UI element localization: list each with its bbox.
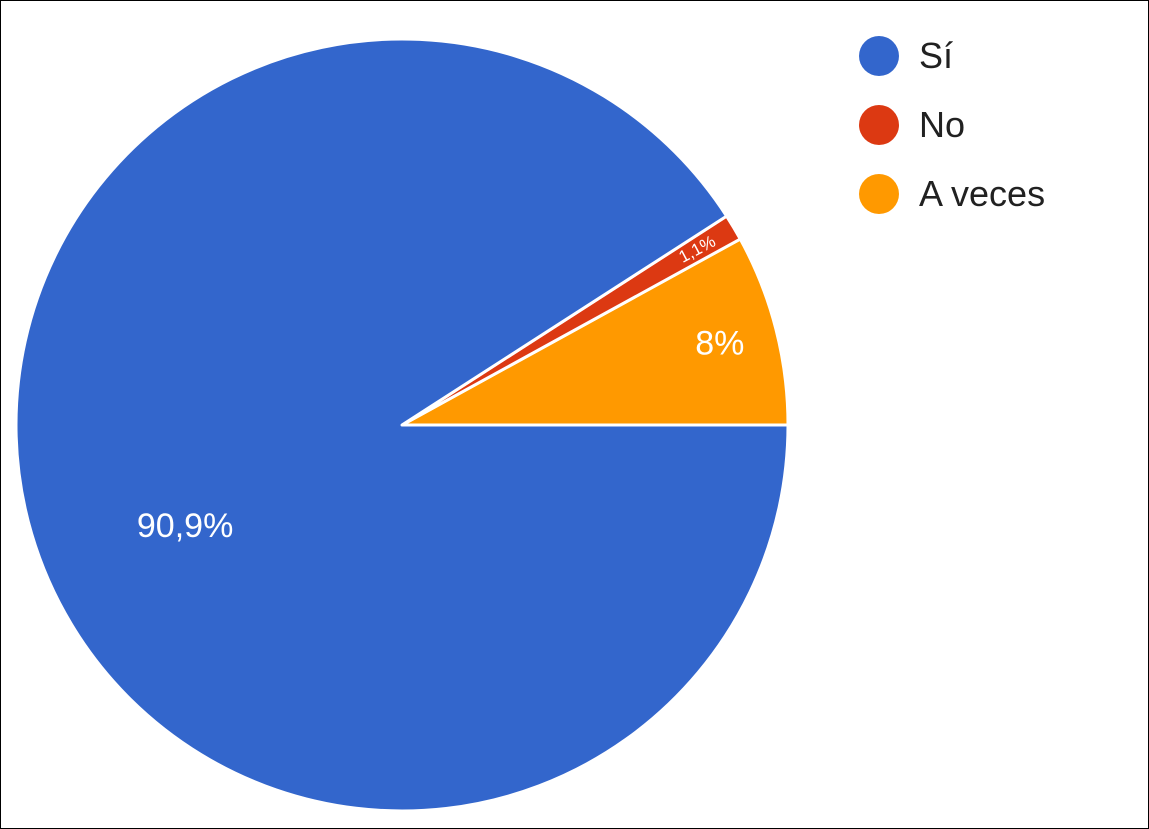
chart-legend: Sí No A veces <box>859 33 1045 240</box>
legend-label-a-veces: A veces <box>919 173 1046 214</box>
slice-label-a-veces: 8% <box>695 324 744 362</box>
pie-slice-a-veces[interactable] <box>400 237 790 427</box>
slice-label-si: 90,9% <box>137 507 233 545</box>
legend-label-si: Sí <box>919 35 954 76</box>
pie-slice-si[interactable] <box>14 37 790 813</box>
legend-label-no: No <box>919 104 966 145</box>
legend-item-no[interactable]: No <box>859 102 1045 148</box>
legend-item-a-veces[interactable]: A veces <box>859 171 1045 217</box>
legend-swatch-si <box>859 36 899 76</box>
legend-swatch-a-veces <box>859 174 899 214</box>
legend-item-si[interactable]: Sí <box>859 33 1045 79</box>
legend-swatch-no <box>859 105 899 145</box>
